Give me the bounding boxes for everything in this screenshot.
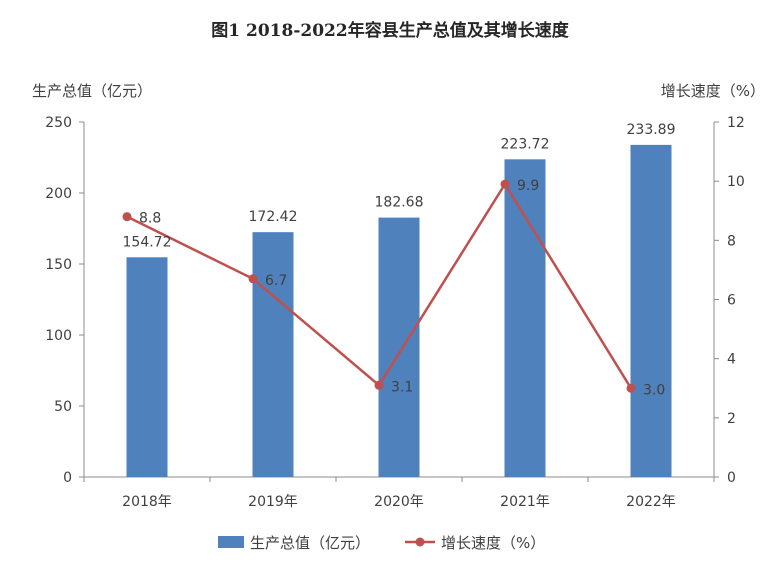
growth-rate-point	[500, 179, 510, 189]
y-left-tick-label: 100	[45, 328, 72, 344]
bar-value-label: 223.72	[501, 136, 550, 152]
legend: 生产总值（亿元） 增长速度（%）	[218, 534, 545, 552]
axes: 0 50 100 150 200 250 0 2 4 6 8 10 12 2018年 2019年 2020年 2…	[45, 115, 745, 510]
line-series	[122, 179, 636, 393]
line-value-label: 8.8	[139, 211, 161, 227]
y-left-tick-label: 150	[45, 257, 72, 273]
y-right-tick-label: 8	[727, 233, 736, 249]
growth-rate-point	[374, 380, 384, 390]
bar-value-label: 154.72	[123, 234, 172, 250]
data-labels: 154.72 172.42 182.68 223.72 233.89 8.8 6.7 3.1 9…	[123, 122, 676, 398]
line-value-label: 3.1	[391, 379, 413, 395]
bar-gdp	[504, 159, 546, 477]
x-tick-label: 2018年	[122, 494, 172, 510]
y-left-tick-label: 250	[45, 115, 72, 131]
y-left-tick-label: 50	[54, 399, 72, 415]
legend-line-marker	[415, 537, 425, 547]
y-right-tick-label: 4	[727, 352, 736, 368]
bar-gdp	[126, 257, 168, 477]
bar-series	[126, 144, 672, 477]
growth-rate-point	[248, 274, 258, 284]
line-value-label: 9.9	[517, 178, 539, 194]
y-axis-right-label: 增长速度（%）	[661, 82, 765, 100]
x-tick-label: 2022年	[626, 494, 676, 510]
y-right-tick-label: 6	[727, 293, 736, 309]
y-left-tick-label: 200	[45, 186, 72, 202]
y-right-tick-label: 10	[727, 174, 745, 190]
bar-value-label: 233.89	[627, 122, 676, 138]
bar-gdp	[630, 144, 672, 477]
x-tick-label: 2021年	[500, 494, 550, 510]
bar-value-label: 182.68	[375, 195, 424, 211]
growth-rate-point	[122, 212, 132, 222]
legend-line-label: 增长速度（%）	[441, 534, 545, 552]
y-right-tick-label: 2	[727, 411, 736, 427]
y-axis-left-label: 生产总值（亿元）	[32, 82, 152, 100]
line-value-label: 3.0	[643, 382, 665, 398]
x-tick-label: 2019年	[248, 494, 298, 510]
growth-rate-point	[626, 383, 636, 393]
legend-bar-label: 生产总值（亿元）	[250, 534, 370, 552]
y-right-tick-label: 0	[727, 470, 736, 486]
bar-value-label: 172.42	[249, 209, 298, 225]
x-tick-label: 2020年	[374, 494, 424, 510]
y-right-tick-label: 12	[727, 115, 745, 131]
bar-gdp	[378, 217, 420, 477]
chart-title: 图1 2018-2022年容县生产总值及其增长速度	[211, 20, 569, 41]
bar-gdp	[252, 232, 294, 477]
line-value-label: 6.7	[265, 273, 287, 289]
y-left-tick-label: 0	[63, 470, 72, 486]
legend-bar-swatch	[218, 536, 244, 548]
